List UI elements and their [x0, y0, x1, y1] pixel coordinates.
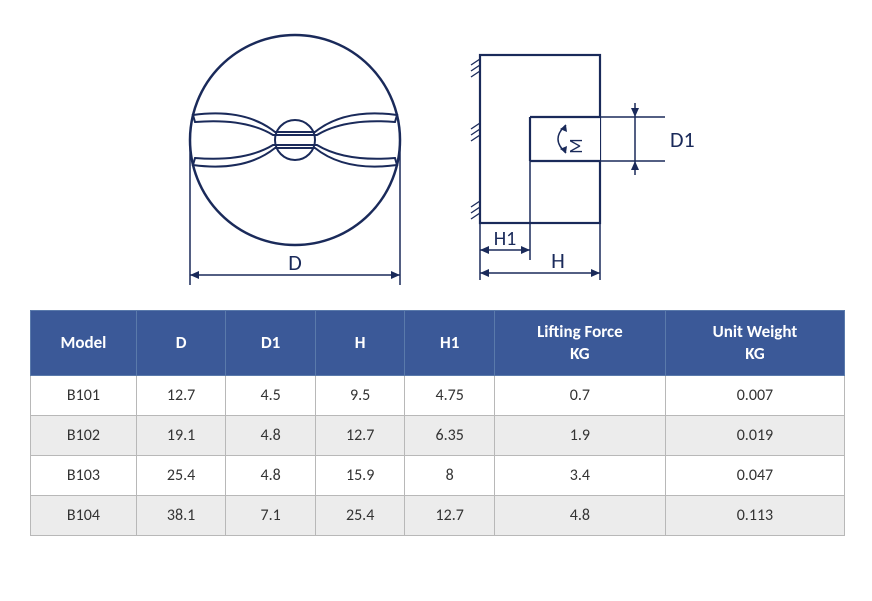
top-view: D [190, 35, 400, 285]
table-header-row: Model D D1 H H1 Lifting ForceKG Unit Wei… [31, 311, 845, 376]
cell: 4.75 [405, 376, 495, 416]
cell: 3.4 [494, 456, 665, 496]
spec-table-container: Model D D1 H H1 Lifting ForceKG Unit Wei… [30, 310, 845, 536]
dim-label-d: D [288, 249, 302, 276]
table-row: B102 19.1 4.8 12.7 6.35 1.9 0.019 [31, 416, 845, 456]
dim-label-h1: H1 [494, 227, 517, 251]
cell: 4.8 [226, 456, 316, 496]
table-row: B103 25.4 4.8 15.9 8 3.4 0.047 [31, 456, 845, 496]
col-unit-weight: Unit WeightKG [665, 311, 844, 376]
col-lifting-force: Lifting ForceKG [494, 311, 665, 376]
col-d: D [136, 311, 226, 376]
cell: B102 [31, 416, 137, 456]
cell: 25.4 [315, 496, 405, 536]
cell: 0.113 [665, 496, 844, 536]
cell: 4.8 [494, 496, 665, 536]
table-row: B104 38.1 7.1 25.4 12.7 4.8 0.113 [31, 496, 845, 536]
cell: 0.007 [665, 376, 844, 416]
side-view: M D1 H1 H [471, 55, 695, 280]
col-h1: H1 [405, 311, 495, 376]
cell: B101 [31, 376, 137, 416]
col-model: Model [31, 311, 137, 376]
col-d1: D1 [226, 311, 316, 376]
cell: 19.1 [136, 416, 226, 456]
cell: 38.1 [136, 496, 226, 536]
table-row: B101 12.7 4.5 9.5 4.75 0.7 0.007 [31, 376, 845, 416]
col-h: H [315, 311, 405, 376]
cell: 12.7 [136, 376, 226, 416]
cell: 9.5 [315, 376, 405, 416]
dim-label-h: H [551, 247, 565, 274]
cell: 7.1 [226, 496, 316, 536]
cell: 8 [405, 456, 495, 496]
cell: 6.35 [405, 416, 495, 456]
cell: 0.7 [494, 376, 665, 416]
cell: 12.7 [315, 416, 405, 456]
cell: B103 [31, 456, 137, 496]
cell: 1.9 [494, 416, 665, 456]
dim-label-m: M [565, 138, 587, 153]
cell: 4.8 [226, 416, 316, 456]
cell: 15.9 [315, 456, 405, 496]
dim-label-d1: D1 [670, 126, 695, 153]
table-body: B101 12.7 4.5 9.5 4.75 0.7 0.007 B102 19… [31, 376, 845, 536]
cell: 4.5 [226, 376, 316, 416]
cell: 12.7 [405, 496, 495, 536]
cell: 25.4 [136, 456, 226, 496]
spec-table: Model D D1 H H1 Lifting ForceKG Unit Wei… [30, 310, 845, 536]
cell: 0.019 [665, 416, 844, 456]
technical-diagram: D M D [0, 0, 872, 300]
cell: 0.047 [665, 456, 844, 496]
cell: B104 [31, 496, 137, 536]
